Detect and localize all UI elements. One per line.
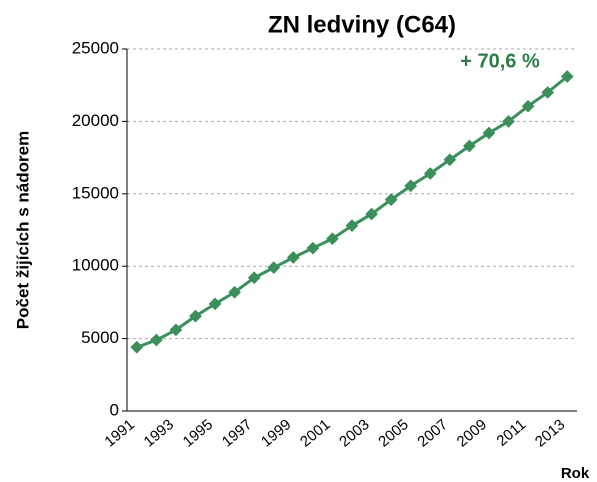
data-point — [228, 285, 241, 299]
y-tick-label: 0 — [110, 400, 119, 419]
data-point — [502, 115, 515, 128]
x-tick-label: 1995 — [180, 416, 216, 450]
x-tick-label: 2005 — [375, 416, 411, 450]
x-tick-label: 2007 — [414, 416, 450, 450]
data-point — [306, 241, 320, 255]
x-tick-label: 2013 — [532, 416, 568, 450]
y-tick-label: 20000 — [72, 111, 119, 130]
y-axis-label: Počet žijících s nádorem — [13, 131, 32, 329]
data-point — [267, 261, 281, 275]
data-point — [130, 340, 144, 354]
x-tick-label: 2009 — [454, 416, 490, 450]
data-point — [169, 323, 183, 337]
x-tick-label: 1997 — [219, 416, 255, 450]
y-tick-label: 15000 — [72, 183, 119, 202]
data-point — [365, 207, 378, 221]
data-point — [404, 179, 418, 193]
x-tick-label: 2011 — [494, 416, 530, 450]
x-tick-label: 2001 — [297, 416, 333, 450]
x-tick-label: 1991 — [101, 416, 137, 450]
x-tick-label: 1993 — [141, 416, 177, 450]
data-point — [247, 271, 261, 285]
y-tick-label: 10000 — [72, 256, 119, 275]
data-point — [326, 232, 339, 246]
series-line — [136, 75, 569, 349]
data-point — [443, 153, 457, 167]
data-point — [286, 251, 300, 264]
y-tick-label: 5000 — [81, 328, 119, 347]
data-point — [149, 333, 163, 347]
chart-title: ZN ledviny (C64) — [268, 11, 456, 38]
data-point — [208, 297, 222, 311]
data-point — [345, 219, 359, 233]
annotation: + 70,6 % — [460, 50, 540, 72]
data-point — [423, 167, 437, 180]
data-point — [482, 126, 496, 140]
data-point — [189, 309, 202, 323]
y-tick-label: 25000 — [72, 38, 119, 57]
x-axis-label: Rok — [561, 465, 590, 482]
data-point — [463, 139, 476, 153]
data-point — [384, 193, 398, 206]
x-tick-label: 2003 — [336, 416, 372, 450]
x-tick-label: 1999 — [258, 416, 294, 450]
